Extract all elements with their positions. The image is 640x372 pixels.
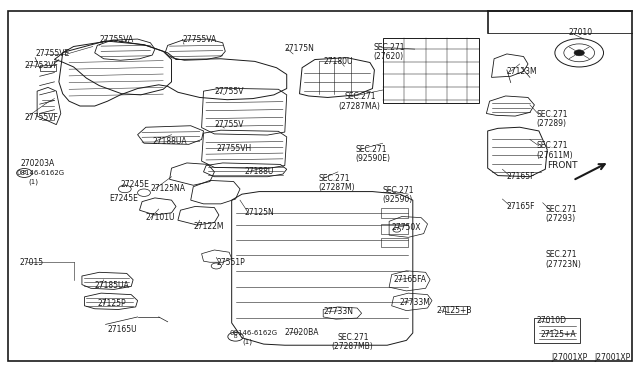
Text: 27165F: 27165F	[507, 172, 536, 181]
Text: 27165U: 27165U	[108, 325, 137, 334]
Text: SEC.271: SEC.271	[338, 333, 369, 342]
Text: 27015: 27015	[19, 258, 44, 267]
Text: SEC.271: SEC.271	[383, 186, 414, 195]
Text: 27020BA: 27020BA	[285, 328, 319, 337]
Bar	[40, 65, 56, 71]
Text: 27733N: 27733N	[323, 307, 353, 316]
Text: 27165F: 27165F	[507, 202, 536, 211]
Text: 27188U: 27188U	[244, 167, 274, 176]
Text: 27165FA: 27165FA	[394, 275, 427, 284]
Text: 27245E: 27245E	[120, 180, 149, 189]
Text: 27551P: 27551P	[216, 258, 245, 267]
Text: (27287MB): (27287MB)	[332, 342, 373, 351]
Text: (27287MA): (27287MA)	[338, 102, 380, 110]
Text: 27188UA: 27188UA	[152, 137, 187, 146]
Text: SEC.271: SEC.271	[355, 145, 387, 154]
Text: 27010D: 27010D	[536, 316, 566, 325]
Text: SEC.271: SEC.271	[373, 43, 404, 52]
Text: 27750X: 27750X	[392, 223, 421, 232]
Text: J27001XP: J27001XP	[594, 353, 630, 362]
Text: B: B	[22, 170, 26, 176]
Text: (27723N): (27723N)	[545, 260, 581, 269]
Text: 27125NA: 27125NA	[150, 185, 186, 193]
Text: (27293): (27293)	[545, 214, 575, 223]
Bar	[381, 238, 408, 247]
Text: (1): (1)	[28, 178, 38, 185]
Text: 27122M: 27122M	[193, 222, 224, 231]
Text: 27755VH: 27755VH	[216, 144, 252, 153]
Text: 27755V: 27755V	[214, 87, 244, 96]
Text: E7245E: E7245E	[109, 194, 138, 203]
Text: (27620): (27620)	[373, 52, 403, 61]
Text: 08146-6162G: 08146-6162G	[17, 170, 65, 176]
Text: SEC.271: SEC.271	[536, 141, 568, 150]
Text: 27755VF: 27755VF	[24, 113, 58, 122]
Text: SEC.271: SEC.271	[545, 205, 577, 214]
Text: 27753VF: 27753VF	[24, 61, 58, 70]
Text: SEC.271: SEC.271	[545, 250, 577, 259]
Text: 27101U: 27101U	[146, 214, 175, 222]
Text: 27175N: 27175N	[285, 44, 315, 53]
Text: (27287M): (27287M)	[319, 183, 355, 192]
Text: SEC.271: SEC.271	[319, 174, 350, 183]
Text: 27125+B: 27125+B	[436, 306, 472, 315]
Text: 27123M: 27123M	[507, 67, 538, 76]
Text: J27001XP: J27001XP	[552, 353, 588, 362]
Bar	[534, 318, 580, 343]
Bar	[381, 224, 408, 234]
Text: (92590): (92590)	[383, 195, 413, 204]
Text: 27755VE: 27755VE	[35, 49, 70, 58]
Circle shape	[574, 50, 584, 56]
Text: FRONT: FRONT	[547, 161, 578, 170]
Text: (92590E): (92590E)	[355, 154, 390, 163]
Text: SEC.271: SEC.271	[536, 110, 568, 119]
Bar	[445, 306, 467, 314]
Text: 270203A: 270203A	[20, 159, 55, 168]
Text: 27755VA: 27755VA	[99, 35, 134, 44]
Text: 27125P: 27125P	[97, 299, 126, 308]
Text: 27185UA: 27185UA	[95, 281, 129, 290]
Text: SEC.271: SEC.271	[344, 92, 376, 101]
Text: (27289): (27289)	[536, 119, 566, 128]
Text: 27180U: 27180U	[323, 57, 353, 66]
Text: 27010: 27010	[568, 28, 593, 37]
Text: 27755VA: 27755VA	[182, 35, 217, 44]
Text: 27125+A: 27125+A	[541, 330, 577, 339]
Text: B: B	[234, 334, 237, 339]
Text: 27733M: 27733M	[400, 298, 431, 307]
Text: 27755V: 27755V	[214, 120, 244, 129]
Text: (1): (1)	[242, 338, 252, 345]
Text: 27125N: 27125N	[244, 208, 274, 217]
Text: (27611M): (27611M)	[536, 151, 573, 160]
Bar	[381, 208, 408, 218]
Text: 08146-6162G: 08146-6162G	[229, 330, 277, 336]
